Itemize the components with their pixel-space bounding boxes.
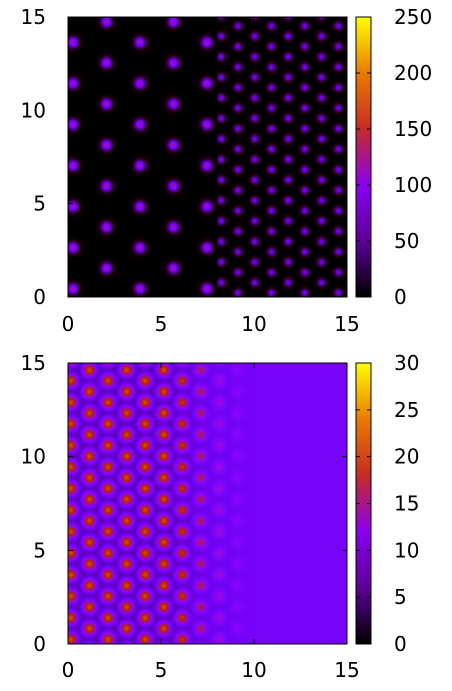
x-tick-label: 10 — [241, 312, 266, 336]
x-tick-label: 0 — [62, 658, 75, 682]
x-tick-label: 10 — [241, 658, 266, 682]
y-tick-label: 15 — [21, 351, 46, 375]
colorbar-tick-label: 0 — [394, 632, 407, 656]
colorbar-tick-label: 20 — [394, 445, 419, 469]
heatmap-image-2 — [68, 363, 347, 644]
colorbar-tick-label: 100 — [394, 173, 432, 197]
y-tick-label: 5 — [33, 192, 46, 216]
x-tick-label: 0 — [62, 312, 75, 336]
colorbar-tick-label: 150 — [394, 117, 432, 141]
y-tick-label: 10 — [21, 98, 46, 122]
colorbar-tick-label: 25 — [394, 398, 419, 422]
colorbar-tick-label: 5 — [394, 585, 407, 609]
heatmap-panel-2: 0 5 10 15 0 5 10 15 0 5 10 15 20 25 30 — [21, 351, 420, 682]
y-tick-label: 5 — [33, 538, 46, 562]
colorbar-tick-label: 15 — [394, 492, 419, 516]
plot-frame-2 — [67, 362, 348, 645]
y-tick-label: 0 — [33, 285, 46, 309]
y-tick-label: 0 — [33, 632, 46, 656]
x-tick-label: 15 — [334, 658, 359, 682]
y-tick-label: 15 — [21, 5, 46, 29]
x-tick-label: 15 — [334, 312, 359, 336]
plot-frame-1 — [67, 16, 348, 298]
colorbar-tick-label: 10 — [394, 538, 419, 562]
colorbar-tick-label: 50 — [394, 229, 419, 253]
y-tick-label: 10 — [21, 445, 46, 469]
colorbar-tick-label: 0 — [394, 285, 407, 309]
colorbar-tick-label: 200 — [394, 61, 432, 85]
colorbar-tick-label: 30 — [394, 351, 419, 375]
colorbar-1 — [355, 16, 372, 298]
x-tick-label: 5 — [155, 312, 168, 336]
x-tick-label: 5 — [155, 658, 168, 682]
heatmap-image-1 — [68, 17, 347, 297]
colorbar-tick-label: 250 — [394, 5, 432, 29]
